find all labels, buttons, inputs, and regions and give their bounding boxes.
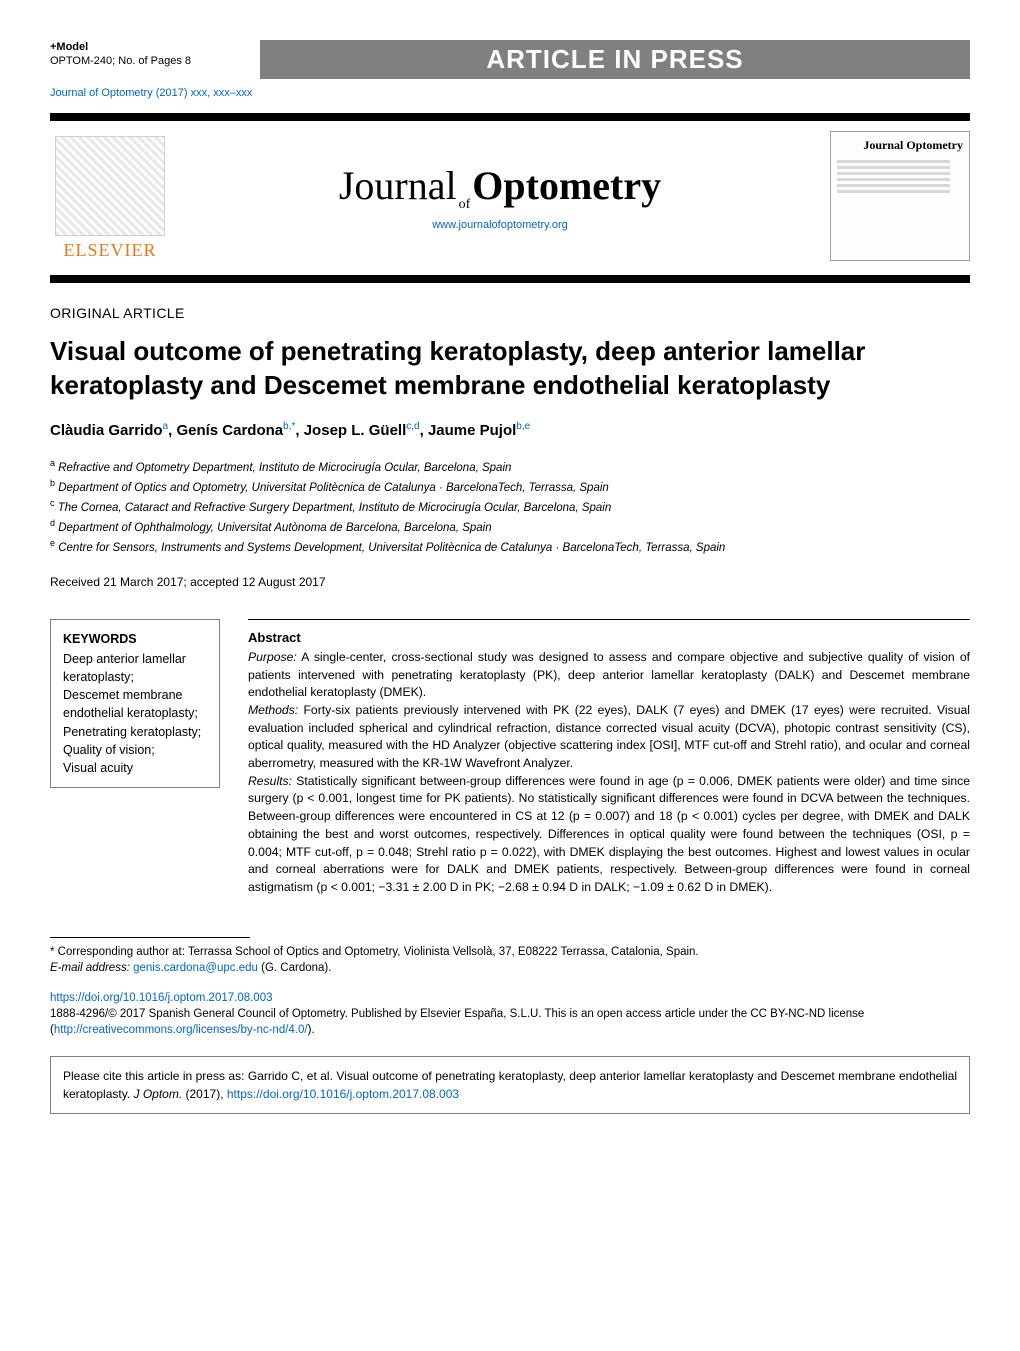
- corresponding-text: * Corresponding author at: Terrassa Scho…: [50, 944, 970, 960]
- abstract-rule: [248, 619, 970, 620]
- author-name: Josep L. Güell: [304, 422, 407, 439]
- elsevier-logo: ELSEVIER: [50, 131, 170, 261]
- model-label: +Model: [50, 40, 260, 54]
- abstract-purpose: Purpose: A single-center, cross-sectiona…: [248, 649, 970, 702]
- author-sup: b,*: [283, 421, 295, 432]
- article-in-press-banner: ARTICLE IN PRESS: [260, 40, 970, 79]
- model-header: +Model OPTOM-240; No. of Pages 8 ARTICLE…: [50, 40, 970, 79]
- abstract-section: KEYWORDS Deep anterior lamellar keratopl…: [50, 619, 970, 897]
- author-name: Genís Cardona: [176, 422, 283, 439]
- license-text: 1888-4296/© 2017 Spanish General Council…: [50, 1006, 970, 1038]
- affiliation: e Centre for Sensors, Instruments and Sy…: [50, 537, 970, 557]
- journal-ref-link[interactable]: Journal of Optometry (2017) xxx, xxx–xxx: [50, 87, 252, 99]
- journal-cover-thumbnail: Journal Optometry: [830, 131, 970, 261]
- license-link[interactable]: http://creativecommons.org/licenses/by-n…: [54, 1024, 308, 1036]
- affiliation: a Refractive and Optometry Department, I…: [50, 457, 970, 477]
- doi-link[interactable]: https://doi.org/10.1016/j.optom.2017.08.…: [50, 992, 273, 1004]
- article-id: OPTOM-240; No. of Pages 8: [50, 54, 260, 68]
- abstract-methods: Methods: Forty-six patients previously i…: [248, 702, 970, 773]
- abstract-results: Results: Statistically significant betwe…: [248, 773, 970, 897]
- license-block: https://doi.org/10.1016/j.optom.2017.08.…: [50, 990, 970, 1038]
- article-title: Visual outcome of penetrating keratoplas…: [50, 335, 970, 403]
- affiliation-list: a Refractive and Optometry Department, I…: [50, 457, 970, 557]
- abstract-column: Abstract Purpose: A single-center, cross…: [248, 619, 970, 897]
- keywords-box: KEYWORDS Deep anterior lamellar keratopl…: [50, 619, 220, 788]
- article-dates: Received 21 March 2017; accepted 12 Augu…: [50, 575, 970, 589]
- corresponding-footnote: * Corresponding author at: Terrassa Scho…: [50, 944, 970, 976]
- journal-title-block: JournalofOptometry www.journalofoptometr…: [170, 162, 830, 231]
- journal-title: JournalofOptometry: [170, 162, 830, 213]
- cite-doi-link[interactable]: https://doi.org/10.1016/j.optom.2017.08.…: [227, 1087, 459, 1101]
- elsevier-tree-icon: [55, 136, 165, 236]
- journal-banner: ELSEVIER JournalofOptometry www.journalo…: [50, 121, 970, 275]
- divider-bar-bottom: [50, 275, 970, 283]
- author-name: Clàudia Garrido: [50, 422, 163, 439]
- author-sup: b,e: [516, 421, 530, 432]
- cover-thumb-title: Journal Optometry: [863, 138, 963, 153]
- journal-url[interactable]: www.journalofoptometry.org: [170, 219, 830, 231]
- journal-reference: Journal of Optometry (2017) xxx, xxx–xxx: [50, 87, 970, 99]
- email-line: E-mail address: genis.cardona@upc.edu (G…: [50, 960, 970, 976]
- author-list: Clàudia Garridoa, Genís Cardonab,*, Jose…: [50, 421, 970, 439]
- section-label: ORIGINAL ARTICLE: [50, 305, 970, 321]
- affiliation: d Department of Ophthalmology, Universit…: [50, 517, 970, 537]
- affiliation: c The Cornea, Cataract and Refractive Su…: [50, 497, 970, 517]
- model-info: +Model OPTOM-240; No. of Pages 8: [50, 40, 260, 69]
- author-name: Jaume Pujol: [428, 422, 516, 439]
- keywords-list: Deep anterior lamellar keratoplasty; Des…: [63, 650, 207, 777]
- abstract-heading: Abstract: [248, 630, 970, 645]
- author-sup: c,d: [406, 421, 419, 432]
- divider-bar-top: [50, 113, 970, 121]
- footnote-rule: [50, 937, 250, 938]
- elsevier-label: ELSEVIER: [64, 240, 157, 261]
- cover-thumb-placeholder: [837, 157, 963, 254]
- affiliation: b Department of Optics and Optometry, Un…: [50, 477, 970, 497]
- citation-box: Please cite this article in press as: Ga…: [50, 1056, 970, 1114]
- keywords-heading: KEYWORDS: [63, 630, 207, 648]
- email-link[interactable]: genis.cardona@upc.edu: [133, 962, 258, 974]
